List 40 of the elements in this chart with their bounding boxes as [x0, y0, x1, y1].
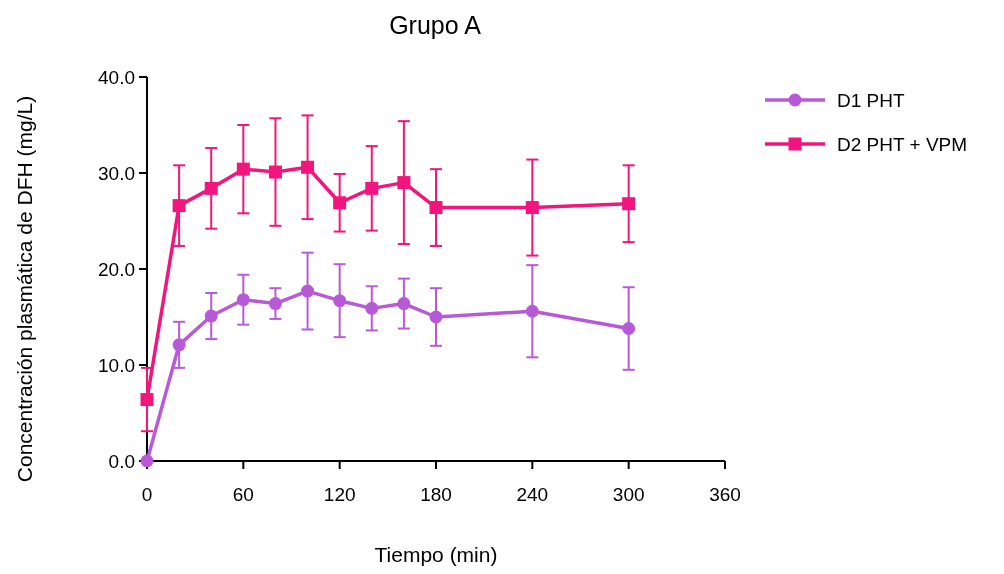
point	[525, 304, 539, 318]
point	[301, 160, 315, 174]
x-tick-label: 0	[141, 484, 153, 505]
point	[622, 197, 636, 211]
x-tick-label: 360	[709, 484, 741, 505]
point	[429, 201, 443, 215]
point	[140, 393, 154, 407]
point	[172, 199, 186, 213]
point	[268, 297, 282, 311]
point	[204, 309, 218, 323]
y-tick-label: 30.0	[98, 162, 135, 184]
x-axis-title: Tiempo (min)	[374, 543, 498, 566]
point	[622, 322, 636, 336]
x-tick-label: 180	[420, 484, 452, 505]
x-tick-label: 120	[323, 484, 356, 505]
point	[429, 310, 443, 324]
point	[333, 294, 347, 308]
point	[397, 297, 411, 311]
y-tick-label: 40.0	[98, 66, 135, 88]
point	[172, 338, 186, 352]
legend-label: D2 PHT + VPM	[837, 133, 968, 155]
point	[236, 162, 250, 176]
x-tick-label: 240	[516, 484, 549, 505]
point	[525, 201, 539, 215]
point	[204, 181, 218, 195]
y-axis-title: Concentración plasmática de DFH (mg/L)	[13, 95, 36, 483]
chart-title: Grupo A	[389, 11, 482, 39]
y-tick-label: 0.0	[108, 450, 135, 472]
y-tick-label: 20.0	[98, 258, 135, 280]
point	[365, 181, 379, 195]
y-tick-label: 10.0	[98, 354, 135, 376]
point	[333, 196, 347, 210]
point	[365, 301, 379, 315]
point	[268, 165, 282, 179]
point	[397, 176, 411, 190]
x-tick-label: 60	[232, 484, 254, 505]
legend-label: D1 PHT	[837, 89, 905, 111]
point	[236, 293, 250, 307]
x-tick-label: 300	[612, 484, 645, 505]
point	[301, 284, 315, 298]
